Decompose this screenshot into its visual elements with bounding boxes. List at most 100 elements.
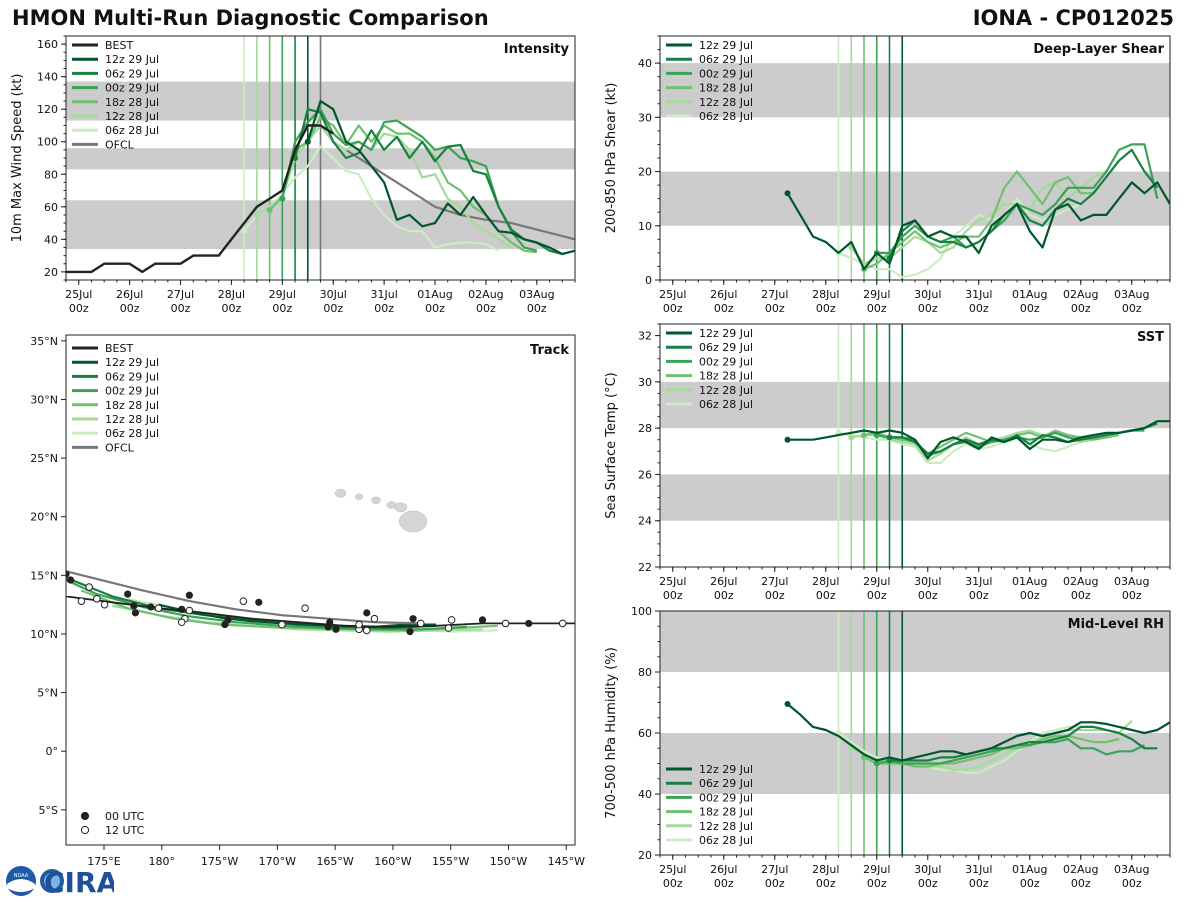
shear-x-tick-label: 00z (1122, 302, 1142, 315)
intensity-x-tick-label: 00z (476, 302, 496, 315)
sst-legend-label: 12z 28 Jul (699, 384, 753, 397)
rh-y-tick-label: 60 (638, 727, 652, 740)
sst-init-point (848, 434, 855, 441)
track-point-00utc (332, 625, 340, 633)
shear-x-tick-label: 00z (1020, 302, 1040, 315)
rh-y-tick-label: 80 (638, 666, 652, 679)
shear-legend-label: 12z 29 Jul (699, 39, 753, 52)
sst-x-tick-label: 00z (1071, 589, 1091, 602)
track-point-00utc (66, 570, 70, 578)
sst-x-tick-label: 26Jul (710, 575, 737, 588)
rh-legend-label: 12z 28 Jul (699, 820, 753, 833)
intensity-y-tick-label: 120 (37, 103, 58, 116)
track-x-tick-label: 165°W (316, 855, 353, 868)
track-ofcl-line (66, 570, 421, 625)
intensity-legend-label: OFCL (105, 138, 135, 151)
shear-y-tick-label: 10 (638, 220, 652, 233)
rh-y-tick-label: 100 (631, 605, 652, 618)
sst-y-axis-label: Sea Surface Temp (°C) (604, 372, 619, 519)
shear-x-tick-label: 01Aug (1012, 288, 1047, 301)
sst-y-tick-label: 28 (638, 422, 652, 435)
intensity-y-tick-label: 140 (37, 71, 58, 84)
noaa-logo-text: NOAA (14, 873, 29, 879)
track-model-line (112, 604, 483, 633)
sst-x-tick-label: 00z (1122, 589, 1142, 602)
intensity-legend-label: 18z 28 Jul (105, 96, 159, 109)
intensity-y-tick-label: 160 (37, 38, 58, 51)
rh-x-tick-label: 00z (867, 877, 887, 890)
rh-x-tick-label: 31Jul (965, 863, 992, 876)
track-y-tick-label: 5°N (37, 687, 58, 700)
rh-x-tick-label: 00z (918, 877, 938, 890)
track-model-line (158, 603, 437, 629)
shear-legend-label: 06z 29 Jul (699, 53, 753, 66)
intensity-x-tick-label: 00z (425, 302, 445, 315)
intensity-best-track (66, 124, 334, 274)
sst-x-tick-label: 25Jul (659, 575, 686, 588)
sst-threshold-band (660, 381, 1170, 429)
sst-x-tick-label: 30Jul (914, 575, 941, 588)
track-x-tick-label: 145°W (548, 855, 585, 868)
track-point-12utc (362, 626, 371, 635)
track-point-00utc (406, 628, 414, 636)
hawaii-island (371, 496, 381, 505)
sst-threshold-band (660, 474, 1170, 521)
rh-x-tick-label: 30Jul (914, 863, 941, 876)
intensity-legend-label: 06z 29 Jul (105, 67, 159, 80)
sst-x-tick-label: 00z (714, 589, 734, 602)
shear-series-line (838, 197, 1082, 279)
rh-x-tick-label: 25Jul (659, 863, 686, 876)
shear-x-tick-label: 30Jul (914, 288, 941, 301)
track-marker-legend-symbol (80, 825, 90, 835)
rh-x-tick-label: 02Aug (1063, 863, 1098, 876)
rh-x-tick-label: 00z (1071, 877, 1091, 890)
shear-x-tick-label: 03Aug (1114, 288, 1149, 301)
shear-y-tick-label: 40 (638, 57, 652, 70)
intensity-x-tick-label: 03Aug (519, 288, 554, 301)
rh-init-point (873, 760, 880, 767)
sst-y-tick-label: 24 (638, 515, 652, 528)
sst-x-tick-label: 00z (918, 589, 938, 602)
track-point-12utc (278, 620, 286, 629)
rh-legend-label: 00z 29 Jul (699, 791, 753, 804)
track-point-12utc (93, 594, 101, 603)
track-y-tick-label: 5°S (39, 804, 58, 817)
track-point-00utc (124, 590, 132, 598)
shear-x-tick-label: 28Jul (812, 288, 839, 301)
page-title: HMON Multi-Run Diagnostic Comparison (12, 6, 489, 30)
intensity-x-tick-label: 00z (120, 302, 140, 315)
track-model-line (66, 578, 468, 631)
sst-x-tick-label: 00z (1020, 589, 1040, 602)
rh-x-tick-label: 26Jul (710, 863, 737, 876)
track-point-12utc (416, 619, 425, 628)
shear-series-line (888, 148, 1159, 259)
cira-logo-text: CIRA (44, 866, 114, 898)
intensity-x-tick-label: 02Aug (468, 288, 503, 301)
track-x-tick-label: 175°E (87, 855, 120, 868)
rh-x-tick-label: 00z (1020, 877, 1040, 890)
intensity-init-point (266, 207, 273, 214)
track-x-tick-label: 170°W (259, 855, 296, 868)
sst-y-tick-label: 30 (638, 376, 652, 389)
rh-y-tick-label: 20 (638, 849, 652, 862)
shear-x-tick-label: 00z (663, 302, 683, 315)
track-legend-label: 00z 29 Jul (105, 385, 159, 398)
track-point-12utc (239, 597, 248, 605)
intensity-legend-label: BEST (105, 39, 133, 52)
track-legend-label: 06z 28 Jul (105, 427, 159, 440)
track-point-12utc (444, 624, 453, 632)
sst-y-tick-label: 26 (638, 468, 652, 481)
track-legend-label: 12z 28 Jul (105, 413, 159, 426)
track-point-00utc (35, 587, 42, 594)
hawaii-island (354, 493, 364, 500)
intensity-y-tick-label: 100 (37, 136, 58, 149)
rh-series-line (889, 725, 1158, 762)
sst-legend-label: 18z 28 Jul (699, 370, 753, 383)
intensity-x-tick-label: 28Jul (218, 288, 245, 301)
track-legend-label: 18z 28 Jul (105, 399, 159, 412)
storm-id-title: IONA - CP012025 (972, 6, 1174, 30)
shear-x-tick-label: 29Jul (863, 288, 890, 301)
sst-x-tick-label: 31Jul (965, 575, 992, 588)
sst-series-line (787, 420, 1170, 460)
rh-x-tick-label: 00z (1122, 877, 1142, 890)
